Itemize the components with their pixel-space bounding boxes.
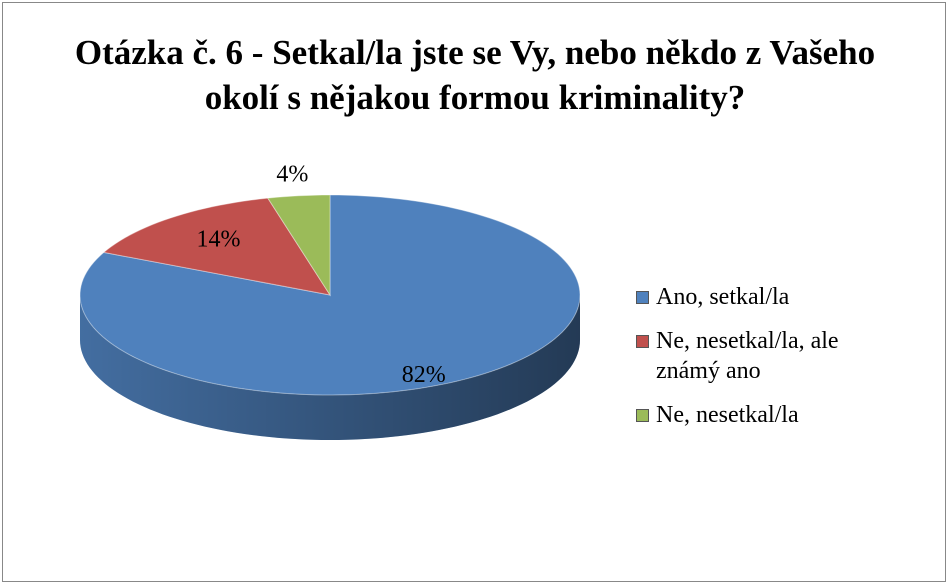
data-label: 14% [196, 227, 240, 253]
legend-item: Ne, nesetkal/la [636, 400, 876, 430]
slice [102, 197, 332, 296]
data-label: 82% [402, 362, 446, 388]
legend-swatch [636, 409, 649, 422]
legend-item: Ne, nesetkal/la, ale známý ano [636, 326, 876, 386]
legend-swatch [636, 291, 649, 304]
legend-label: Ne, nesetkal/la [656, 402, 799, 428]
slice-side-shade [80, 295, 580, 440]
legend-swatch [636, 335, 649, 348]
legend-label: Ne, nesetkal/la, ale známý ano [656, 328, 839, 384]
slice [266, 194, 331, 297]
legend-label: Ano, setkal/la [656, 284, 790, 310]
chart: 82% 14% 4% [79, 161, 581, 440]
legend-item: Ano, setkal/la [636, 282, 876, 312]
legend: Ano, setkal/la Ne, nesetkal/la, ale známý… [636, 282, 876, 444]
data-label: 4% [276, 161, 308, 187]
chart-title: Otázka č. 6 - Setkal/la jste se Vy, nebo… [74, 33, 876, 117]
slice [79, 194, 581, 396]
